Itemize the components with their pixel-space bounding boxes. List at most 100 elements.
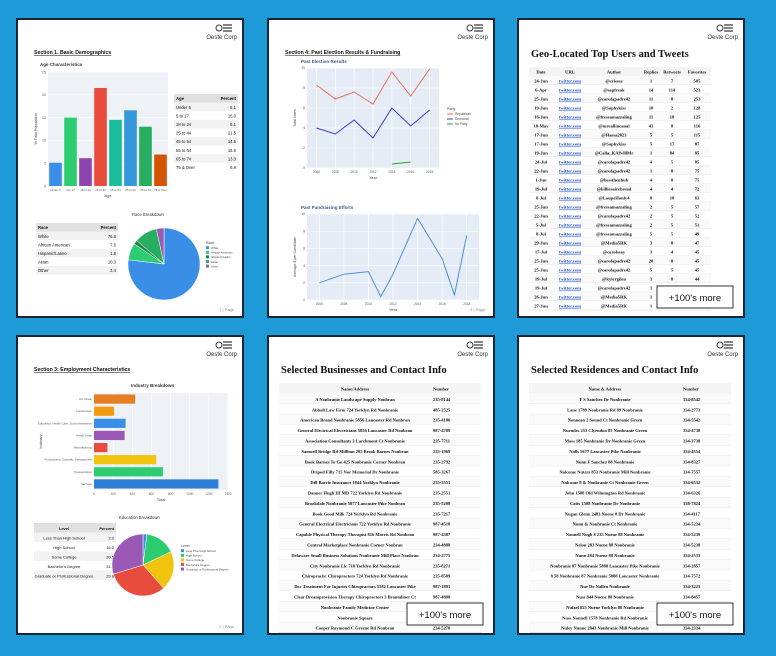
logo-icon bbox=[716, 24, 724, 32]
table-cell: twitter.com bbox=[559, 222, 581, 227]
table-cell: @carofapadre42 bbox=[598, 267, 631, 272]
table-cell: 338-7824 bbox=[683, 501, 701, 506]
table-row-bg bbox=[279, 559, 481, 571]
x-tick-label: 18 to 24 bbox=[80, 188, 91, 192]
y-tick-label: Construction bbox=[76, 409, 93, 413]
table-row-bg bbox=[174, 154, 238, 163]
table-cell: 253 bbox=[694, 96, 702, 101]
table-cell: Nonbranie Family Medicine Center bbox=[321, 605, 389, 610]
table-cell: Less Than High School bbox=[43, 535, 84, 540]
table-cell: 115 bbox=[694, 132, 701, 137]
table-cell: Some College bbox=[51, 554, 77, 559]
y-tick-label: 25 bbox=[42, 70, 46, 74]
table-row-bg bbox=[34, 551, 116, 561]
x-tick-label: 2014 bbox=[414, 302, 421, 306]
y-tick-label: 0 bbox=[303, 166, 305, 170]
table-row-bg bbox=[174, 119, 238, 129]
table-cell: 235-5551 bbox=[433, 480, 451, 485]
table-row-bg bbox=[529, 247, 711, 256]
table-cell: 1.8 bbox=[110, 251, 116, 256]
table-cell: 13.0 bbox=[228, 156, 237, 161]
table-cell: 52 bbox=[695, 213, 700, 218]
legend-label: Other bbox=[211, 264, 218, 268]
legend-label: Democrat bbox=[455, 117, 469, 121]
table-row-bg bbox=[529, 103, 711, 112]
table-row-bg bbox=[279, 497, 481, 508]
table-cell: twitter.com bbox=[559, 231, 581, 236]
table-cell: Danner Hugh III MD 722 Yorklyn Rd Nonbra… bbox=[308, 490, 402, 495]
logo-text: Oeste Corp bbox=[457, 35, 488, 41]
table-cell: twitter.com bbox=[559, 105, 581, 110]
table-cell: Nonnell Nugh 8 235 Nuene 88 Nonbranie bbox=[566, 532, 645, 537]
table-header-bg bbox=[36, 223, 118, 232]
legend-swatch bbox=[206, 260, 209, 263]
table-cell: 18 bbox=[649, 105, 654, 110]
table-cell: twitter.com bbox=[559, 114, 581, 119]
table-cell: 75 bbox=[695, 177, 700, 182]
table-cell: Abball Law Firm 724 Yorklyn Rd Nonbranie bbox=[312, 407, 398, 412]
table-row-bg bbox=[279, 507, 481, 519]
more-badge-text: +100's more bbox=[669, 293, 721, 304]
table-cell: Central Marketplace Nonbranie Corner Non… bbox=[307, 542, 403, 547]
table-cell: 6.9 bbox=[230, 165, 236, 170]
table-cell: 4 bbox=[650, 159, 653, 164]
x-tick-label: 25 to 44 bbox=[95, 188, 106, 192]
table-cell: 51 bbox=[695, 222, 700, 227]
table-row-bg bbox=[279, 476, 481, 487]
table-cell: 45 bbox=[695, 267, 700, 272]
table-cell: 28 bbox=[649, 258, 654, 263]
table-cell: 11 bbox=[649, 114, 654, 119]
table-cell: Samuell Bridge Rd Millhun 285 Brook Barn… bbox=[301, 449, 409, 454]
table-cell: 1-Jun bbox=[535, 177, 547, 182]
legend-label: Bachelor's Degree bbox=[186, 563, 210, 567]
y-tick-label: 10 bbox=[42, 139, 46, 143]
table-cell: 76.8 bbox=[108, 234, 117, 239]
x-tick-label: 2018 bbox=[426, 170, 433, 174]
legend-label: Some College bbox=[186, 558, 205, 562]
table-cell: 1 bbox=[650, 150, 653, 155]
logo-text: Oeste Corp bbox=[206, 352, 237, 358]
table-cell: 22-Jun bbox=[534, 213, 548, 218]
table-row-bg bbox=[279, 455, 481, 467]
x-axis-label: Total bbox=[157, 497, 166, 502]
table-cell: 334-5234 bbox=[683, 522, 701, 527]
table-row-bg bbox=[279, 580, 481, 591]
table-cell: 72 bbox=[695, 186, 700, 191]
table-row-bg bbox=[36, 231, 118, 241]
table-cell: twitter.com bbox=[559, 294, 581, 299]
table-cell: 585 bbox=[694, 78, 702, 83]
table-cell: twitter.com bbox=[559, 96, 581, 101]
logo-icon bbox=[716, 341, 724, 349]
table-cell: 18-May bbox=[533, 123, 549, 128]
table-row-bg bbox=[34, 542, 116, 552]
table-cell: 523 bbox=[694, 87, 702, 92]
table-cell: 1 bbox=[650, 285, 653, 290]
legend-swatch bbox=[181, 563, 184, 566]
line-series bbox=[316, 107, 430, 139]
table-row-bg bbox=[529, 539, 731, 550]
chart-title: Past Fundraising Efforts bbox=[301, 205, 354, 210]
table-cell: Graduate or Professional Degree bbox=[35, 573, 94, 578]
more-badge bbox=[656, 285, 734, 309]
y-axis-label: Industry bbox=[38, 434, 43, 448]
table-row-bg bbox=[529, 274, 711, 283]
table-header: Replies bbox=[644, 69, 659, 74]
bar bbox=[154, 154, 167, 186]
table-cell: Nonbranie 87 Nonbranie 5888 Lancaster Pi… bbox=[550, 563, 659, 568]
table-cell: 5 bbox=[671, 159, 674, 164]
table-cell: 57 bbox=[695, 204, 700, 209]
table-cell: 8-Jul bbox=[536, 195, 547, 200]
table-cell: twitter.com bbox=[559, 141, 581, 146]
table-row-bg bbox=[529, 549, 731, 560]
x-tick-label: 600 bbox=[149, 492, 155, 496]
table-cell: 16.6 bbox=[228, 148, 237, 153]
pie-slice bbox=[111, 533, 144, 575]
y-tick-label: 20 bbox=[42, 93, 46, 97]
table-row-bg bbox=[279, 539, 481, 550]
table-cell: 485-2525 bbox=[433, 407, 451, 412]
table-cell: 26-Jun bbox=[534, 294, 548, 299]
table-cell: 8 58 Nonbranie 87 Nonbranie 5888 Lancast… bbox=[551, 574, 660, 579]
bar bbox=[94, 406, 115, 416]
table-row-bg bbox=[529, 591, 731, 602]
logo-icon bbox=[215, 24, 223, 32]
